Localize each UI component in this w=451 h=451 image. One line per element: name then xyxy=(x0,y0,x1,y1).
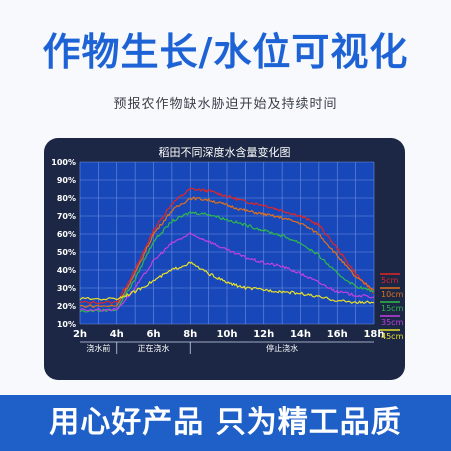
legend-label-10cm: 10cm xyxy=(381,290,404,299)
legend-label-35cm: 35cm xyxy=(381,318,404,327)
legend-label-15cm: 15cm xyxy=(381,304,404,313)
page-subtitle: 预报农作物缺水胁迫开始及持续时间 xyxy=(113,97,338,112)
y-tick-label: 90% xyxy=(57,176,76,185)
y-tick-label: 10% xyxy=(57,320,76,329)
slogan-text: 用心好产品 只为精工品质 xyxy=(49,405,402,440)
x-tick-label: 16h xyxy=(327,329,348,340)
y-tick-label: 80% xyxy=(57,194,76,203)
y-tick-label: 40% xyxy=(57,266,76,275)
series-line-35cm xyxy=(79,231,375,312)
y-tick-label: 70% xyxy=(57,212,76,221)
slogan-banner: 用心好产品 只为精工品质 xyxy=(0,395,451,451)
phase-label: 正在浇水 xyxy=(138,343,170,353)
y-tick-label: 60% xyxy=(57,230,76,239)
water-content-chart: 10% 20% 30% 40% 50% 60% 70% 80% 90% 100% 2h 4h 6h 8h… xyxy=(51,158,404,354)
x-tick-label: 4h xyxy=(110,329,124,340)
series-line-45cm xyxy=(79,261,375,304)
y-tick-label: 20% xyxy=(57,302,76,311)
series-line-15cm xyxy=(79,211,375,313)
x-tick-label: 10h xyxy=(216,329,237,340)
page-title: 作物生长/水位可视化 xyxy=(42,30,409,74)
chart-title: 稻田不同深度水含量变化图 xyxy=(158,146,291,159)
x-tick-label: 6h xyxy=(146,329,160,340)
x-tick-label: 12h xyxy=(253,329,274,340)
y-tick-label: 50% xyxy=(57,248,76,257)
legend-label-45cm: 45cm xyxy=(381,332,404,341)
x-tick-label: 2h xyxy=(73,329,87,340)
y-tick-label: 30% xyxy=(57,284,76,293)
series-line-10cm xyxy=(79,196,375,308)
phase-label: 浇水前 xyxy=(86,343,110,353)
y-tick-label: 100% xyxy=(51,158,76,167)
x-tick-label: 14h xyxy=(290,329,311,340)
x-tick-label: 18h xyxy=(363,329,384,340)
x-tick-label: 8h xyxy=(183,329,197,340)
series-line-5cm xyxy=(79,187,375,305)
legend-label-5cm: 5cm xyxy=(381,276,398,285)
phase-label: 停止浇水 xyxy=(266,343,298,353)
